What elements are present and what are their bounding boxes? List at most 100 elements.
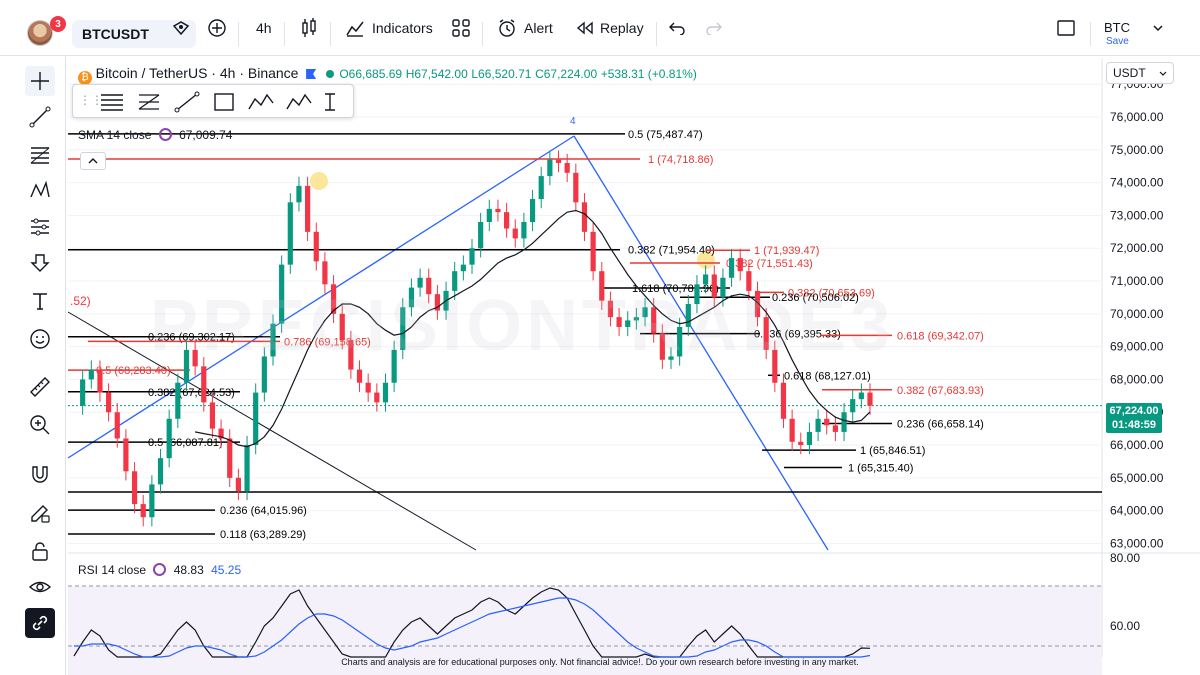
candle-body <box>850 399 856 413</box>
fib-level-label: 0.382 (70,653.69) <box>788 287 875 299</box>
sma-settings-icon[interactable] <box>158 128 172 141</box>
forecast-icon[interactable] <box>25 212 55 242</box>
replay-icon[interactable] <box>576 14 594 42</box>
candle-body <box>400 307 406 350</box>
candle-body <box>659 333 665 360</box>
flag-icon[interactable] <box>306 69 317 79</box>
candle-body <box>806 431 813 446</box>
chevron-down-icon[interactable] <box>1152 14 1164 42</box>
candle-body <box>703 274 709 285</box>
fib-level-label: 0.382 (71,551.43) <box>726 258 813 270</box>
compare-add-icon[interactable] <box>207 14 227 42</box>
rsi-line <box>73 587 871 658</box>
alert-button[interactable]: Alert <box>524 20 553 36</box>
drag-handle-icon[interactable]: ⋮⋮ <box>79 93 103 107</box>
rsi-label[interactable]: RSI 14 close <box>78 563 147 577</box>
currency-label[interactable]: BTC <box>1104 20 1130 35</box>
fib-level-label: 0.382 (67,683.93) <box>897 385 984 397</box>
fib-level-label: 1 (65,315.40) <box>848 462 913 474</box>
drawing-tools-icon[interactable] <box>99 91 349 113</box>
sma-label[interactable]: SMA 14 close <box>78 128 152 142</box>
candle-body <box>772 349 778 383</box>
candle-body <box>235 477 241 491</box>
pencil-lock-icon[interactable] <box>25 498 55 528</box>
trend-line-down <box>573 135 829 551</box>
candle-body <box>322 261 328 285</box>
templates-icon[interactable] <box>451 14 471 42</box>
undo-icon[interactable] <box>668 14 686 42</box>
candle-body <box>97 369 103 393</box>
candle-body <box>365 382 371 393</box>
alarm-clock-icon[interactable] <box>497 14 517 42</box>
last-price-tag: 67,224.00 01:48:59 <box>1106 403 1162 433</box>
candle-body <box>175 382 181 419</box>
collapse-legend-button[interactable] <box>80 152 106 170</box>
candle-body <box>581 202 588 232</box>
fib-retracement-icon[interactable] <box>25 140 55 170</box>
fib-level-label: 0.236 (64,015.96) <box>220 505 307 517</box>
rsi-ma-line <box>74 597 871 658</box>
indicators-button[interactable]: Indicators <box>372 20 433 36</box>
text-tool-icon[interactable] <box>25 286 55 316</box>
zoom-in-icon[interactable] <box>25 410 55 440</box>
candle-body <box>330 284 337 314</box>
wave-label: 4 <box>570 116 576 127</box>
candle-body <box>114 412 120 439</box>
candle-body <box>261 356 267 393</box>
candle-body <box>815 418 821 432</box>
smiley-icon[interactable] <box>25 324 55 354</box>
candle-body <box>106 392 112 413</box>
candle-body <box>140 504 146 518</box>
chart-legend: ₿ Bitcoin / TetherUS · 4h · Binance O66,… <box>78 65 697 85</box>
pattern-icon[interactable] <box>25 176 55 206</box>
indicators-icon[interactable] <box>345 14 365 42</box>
candle-body <box>841 412 847 432</box>
trend-line-black <box>67 311 477 551</box>
ohlc-open: O66,685.69 <box>339 67 403 81</box>
layout-square-icon[interactable] <box>1056 14 1076 42</box>
candle-body <box>192 349 198 367</box>
save-button[interactable]: Save <box>1106 36 1129 47</box>
candle-body <box>504 212 510 229</box>
candles-icon[interactable] <box>300 14 318 42</box>
candle-body <box>227 438 233 478</box>
eye-icon[interactable] <box>25 572 55 602</box>
fib-level-label: 0.5 (68,283.40) <box>96 365 171 377</box>
interval-button[interactable]: 4h <box>256 20 272 36</box>
trend-line-icon[interactable] <box>25 102 55 132</box>
candle-body <box>434 294 440 311</box>
symbol-details-icon[interactable] <box>172 14 190 42</box>
candle-body <box>694 284 700 304</box>
fib-level-label: 0.236 (70,506.02) <box>772 292 859 304</box>
currency-select[interactable]: USDT <box>1106 62 1174 84</box>
user-avatar[interactable] <box>27 20 53 46</box>
price-tick-label: 72,000.00 <box>1110 241 1164 255</box>
link-icon[interactable] <box>25 608 55 638</box>
lock-icon[interactable] <box>25 536 55 566</box>
bar-countdown: 01:48:59 <box>1111 419 1157 431</box>
candle-body <box>590 231 596 272</box>
symbol-label[interactable]: BTCUSDT <box>82 26 149 42</box>
currency-select-label: USDT <box>1113 66 1146 80</box>
highlight-marker <box>310 172 328 190</box>
ruler-icon[interactable] <box>25 372 55 402</box>
fib-level-label: 1 (65,846.51) <box>860 445 925 457</box>
fib-level-label: 0.236 (69,395.33) <box>754 329 841 341</box>
candle-body <box>832 425 838 432</box>
price-tick-label: 74,000.00 <box>1110 176 1164 190</box>
candle-body <box>452 271 458 291</box>
rsi-settings-icon[interactable] <box>153 563 167 576</box>
rsi-ma-value: 45.25 <box>211 563 242 577</box>
candle-body <box>478 222 484 249</box>
arrow-down-icon[interactable] <box>25 248 55 278</box>
crosshair-icon[interactable] <box>25 66 55 96</box>
candle-body <box>149 484 155 518</box>
price-tick-label: 69,000.00 <box>1110 340 1164 354</box>
magnet-icon[interactable] <box>25 460 55 490</box>
replay-button[interactable]: Replay <box>600 20 644 36</box>
redo-icon[interactable] <box>705 14 723 42</box>
candle-body <box>495 208 501 213</box>
symbol-title[interactable]: Bitcoin / TetherUS · 4h · Binance <box>95 65 299 81</box>
fib-level-label: 0.118 (63,289.29) <box>220 529 306 541</box>
